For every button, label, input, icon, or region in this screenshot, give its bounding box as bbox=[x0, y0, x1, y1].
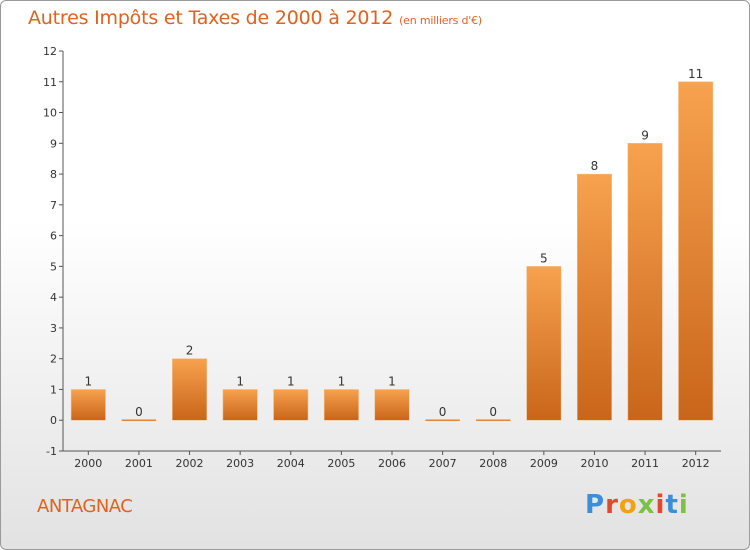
y-tick-label: 7 bbox=[50, 199, 57, 212]
value-label: 0 bbox=[439, 405, 447, 419]
bar bbox=[526, 266, 562, 421]
y-tick-label: 11 bbox=[43, 76, 57, 89]
value-label: 1 bbox=[236, 374, 244, 388]
y-tick-label: 0 bbox=[50, 414, 57, 427]
value-label: 1 bbox=[388, 374, 396, 388]
value-label: 5 bbox=[540, 251, 548, 265]
chart-title-text: Autres Impôts et Taxes de 2000 à 2012 bbox=[28, 7, 394, 29]
y-tick-label: 6 bbox=[50, 230, 57, 243]
x-tick-label: 2012 bbox=[682, 457, 710, 470]
x-tick-label: 2002 bbox=[176, 457, 204, 470]
bar bbox=[222, 389, 258, 421]
x-tick-label: 2008 bbox=[479, 457, 507, 470]
chart-unit: (en milliers d'€) bbox=[399, 14, 482, 27]
value-label: 11 bbox=[688, 67, 703, 81]
x-tick-label: 2007 bbox=[429, 457, 457, 470]
y-tick-label: 12 bbox=[43, 45, 57, 58]
bar bbox=[678, 81, 714, 421]
logo-letter: i bbox=[655, 490, 666, 520]
chart-title: Autres Impôts et Taxes de 2000 à 2012 (en… bbox=[28, 7, 482, 29]
logo-letter: t bbox=[665, 490, 679, 520]
bar bbox=[627, 143, 663, 421]
y-tick-label: 1 bbox=[50, 383, 57, 396]
x-tick-label: 2009 bbox=[530, 457, 558, 470]
logo-letter: o bbox=[618, 490, 638, 520]
x-tick-label: 2004 bbox=[277, 457, 305, 470]
bar bbox=[70, 389, 106, 421]
y-tick-label: 5 bbox=[50, 260, 57, 273]
logo-letter: r bbox=[605, 490, 619, 520]
value-label: 0 bbox=[135, 405, 143, 419]
bar bbox=[323, 389, 359, 421]
value-label: 2 bbox=[186, 344, 194, 358]
town-name: ANTAGNAC bbox=[37, 496, 133, 517]
y-tick-label: 8 bbox=[50, 168, 57, 181]
value-label: 1 bbox=[338, 374, 346, 388]
x-tick-label: 2000 bbox=[74, 457, 102, 470]
x-tick-label: 2011 bbox=[631, 457, 659, 470]
proxiti-logo[interactable]: Proxiti bbox=[585, 490, 689, 520]
y-tick-label: 2 bbox=[50, 353, 57, 366]
logo-letter: P bbox=[585, 490, 606, 520]
x-tick-label: 2006 bbox=[378, 457, 406, 470]
value-label: 0 bbox=[489, 405, 497, 419]
value-label: 8 bbox=[591, 159, 599, 173]
y-tick-label: 3 bbox=[50, 322, 57, 335]
y-tick-label: -1 bbox=[46, 445, 57, 458]
bar bbox=[374, 389, 410, 421]
bar bbox=[577, 173, 612, 421]
value-label: 1 bbox=[84, 374, 92, 388]
y-tick-label: 9 bbox=[50, 137, 57, 150]
x-tick-label: 2010 bbox=[580, 457, 608, 470]
bar bbox=[172, 358, 207, 421]
x-tick-label: 2003 bbox=[226, 457, 254, 470]
logo-letter: i bbox=[678, 490, 689, 520]
bar bbox=[273, 389, 309, 421]
y-tick-label: 4 bbox=[50, 291, 57, 304]
value-label: 9 bbox=[641, 128, 649, 142]
y-tick-label: 10 bbox=[43, 107, 57, 120]
x-tick-label: 2005 bbox=[327, 457, 355, 470]
logo-letter: x bbox=[637, 490, 656, 520]
value-label: 1 bbox=[287, 374, 295, 388]
x-tick-label: 2001 bbox=[125, 457, 153, 470]
